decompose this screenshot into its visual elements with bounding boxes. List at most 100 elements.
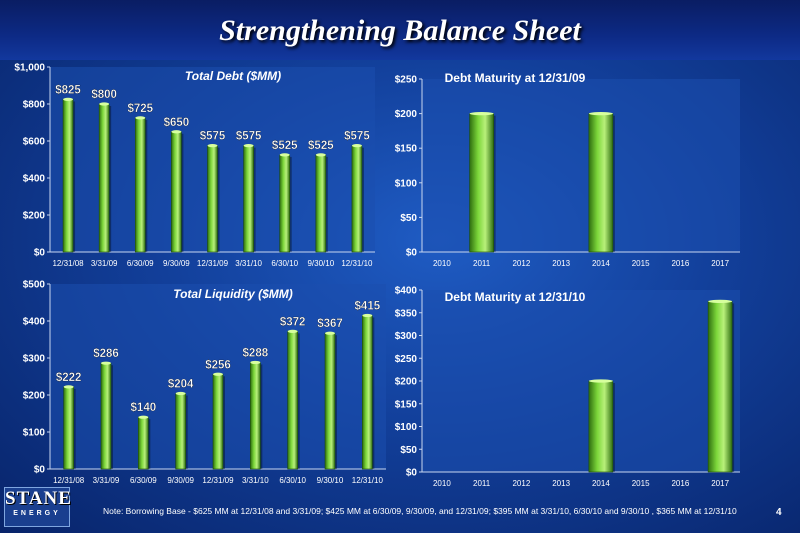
data-label: $725 [127,103,153,115]
y-tick-label: $300 [23,354,46,365]
bar-cap [315,153,326,157]
bar-cap [362,313,373,318]
bar [250,362,261,470]
y-tick-label: $1,000 [14,63,45,74]
bar [100,362,112,470]
data-label: $415 [355,300,381,312]
plot-area [422,290,740,472]
bar [175,393,186,470]
bar-cap [175,391,186,396]
x-tick-label: 2015 [632,479,650,488]
data-label: $575 [200,131,226,143]
bar [588,113,614,253]
bar-cap [250,360,261,365]
y-tick-label: $400 [23,174,46,185]
bar [351,145,363,253]
data-label: $525 [308,140,334,152]
bar [315,154,327,253]
bar-cap [469,112,494,116]
logo-word: STANE [5,488,72,509]
bar [134,117,146,253]
debt-maturity-2009-chart-svg: $0 $50 $100 $150 $200 $250 2010 2011 2012 2013 201… [395,71,740,268]
y-tick-label: $200 [395,377,418,388]
header-band [0,0,800,60]
x-tick-label: 2012 [512,479,530,488]
data-label: $825 [55,84,81,96]
y-tick-label: $50 [400,445,417,456]
x-tick-label: 9/30/09 [167,476,194,485]
bar-cap [279,153,290,157]
bar-cap [101,361,111,365]
logo-subtitle: ENERGY [13,510,61,517]
data-label: $222 [56,372,82,384]
x-tick-label: 6/30/10 [279,476,306,485]
page-number: 4 [776,507,782,518]
x-tick-label: 6/30/10 [271,259,298,268]
bar-cap [63,385,74,389]
y-tick-label: $200 [23,211,46,222]
chart-title: Total Liquidity ($MM) [173,287,293,301]
bar [287,331,298,470]
y-tick-label: $150 [395,399,418,410]
x-tick-label: 12/31/08 [53,476,85,485]
total-liquidity-chart: $0 $100 $200 $300 $400 $500 $222 12/31/08 $286 3/… [0,275,400,490]
x-tick-label: 2010 [433,479,451,488]
data-label: $650 [164,117,190,129]
total-debt-chart-svg: $0 $200 $400 $600 $800 $1,000 $825 12/31/08 $800… [14,63,375,268]
bar-cap [99,102,110,106]
chart-title: Total Debt ($MM) [185,69,281,83]
data-label: $288 [243,347,269,359]
data-label: $204 [168,379,194,391]
y-tick-label: $250 [395,354,418,365]
x-tick-label: 2011 [473,479,491,488]
x-tick-label: 12/31/08 [52,259,84,268]
y-tick-label: $200 [23,391,46,402]
data-label: $256 [205,359,231,371]
x-tick-label: 12/31/10 [341,259,373,268]
y-tick-label: $200 [395,109,418,120]
x-tick-label: 2014 [592,259,610,268]
data-label: $800 [91,89,117,101]
data-label: $575 [344,131,370,143]
y-tick-label: $50 [400,213,417,224]
debt-maturity-2009-chart: $0 $50 $100 $150 $200 $250 2010 2011 2012 2013 201… [395,60,800,275]
data-label: $372 [280,316,306,328]
x-tick-label: 3/31/10 [242,476,269,485]
x-tick-label: 2011 [473,259,491,268]
data-label: $140 [131,402,157,414]
data-label: $367 [317,318,343,330]
page-title: Strengthening Balance Sheet [219,14,581,47]
bar [207,145,218,253]
x-tick-label: 2013 [552,259,570,268]
y-tick-label: $150 [395,144,418,155]
bar [707,301,733,473]
y-tick-label: $400 [23,317,46,328]
x-tick-label: 2013 [552,479,570,488]
data-label: $286 [93,348,119,360]
bar [243,145,254,253]
y-tick-label: $0 [406,468,418,479]
x-tick-label: 2017 [711,479,729,488]
bar-cap [243,144,254,148]
bar-cap [287,329,298,333]
chart-title: Debt Maturity at 12/31/09 [445,71,586,85]
bar [362,315,373,470]
footer-note: Note: Borrowing Base - $625 MM at 12/31/… [103,506,737,516]
bar [588,380,614,473]
x-tick-label: 3/31/09 [93,476,120,485]
bar-cap [351,144,362,148]
bar [171,131,182,253]
x-tick-label: 6/30/09 [130,476,157,485]
x-tick-label: 9/30/10 [317,476,344,485]
bar-cap [708,299,733,303]
x-tick-label: 9/30/10 [307,259,334,268]
bar-cap [138,415,149,419]
bar [98,103,110,253]
x-tick-label: 3/31/10 [235,259,262,268]
debt-maturity-2010-chart-svg: $0 $50 $100 $150 $200 $250 $300 $350 $400 2010 201… [395,286,740,488]
bar [212,373,224,470]
bar-cap [588,112,613,116]
company-logo: STANE ENERGY [4,487,72,527]
x-tick-label: 12/31/09 [202,476,234,485]
x-tick-label: 2010 [433,259,451,268]
